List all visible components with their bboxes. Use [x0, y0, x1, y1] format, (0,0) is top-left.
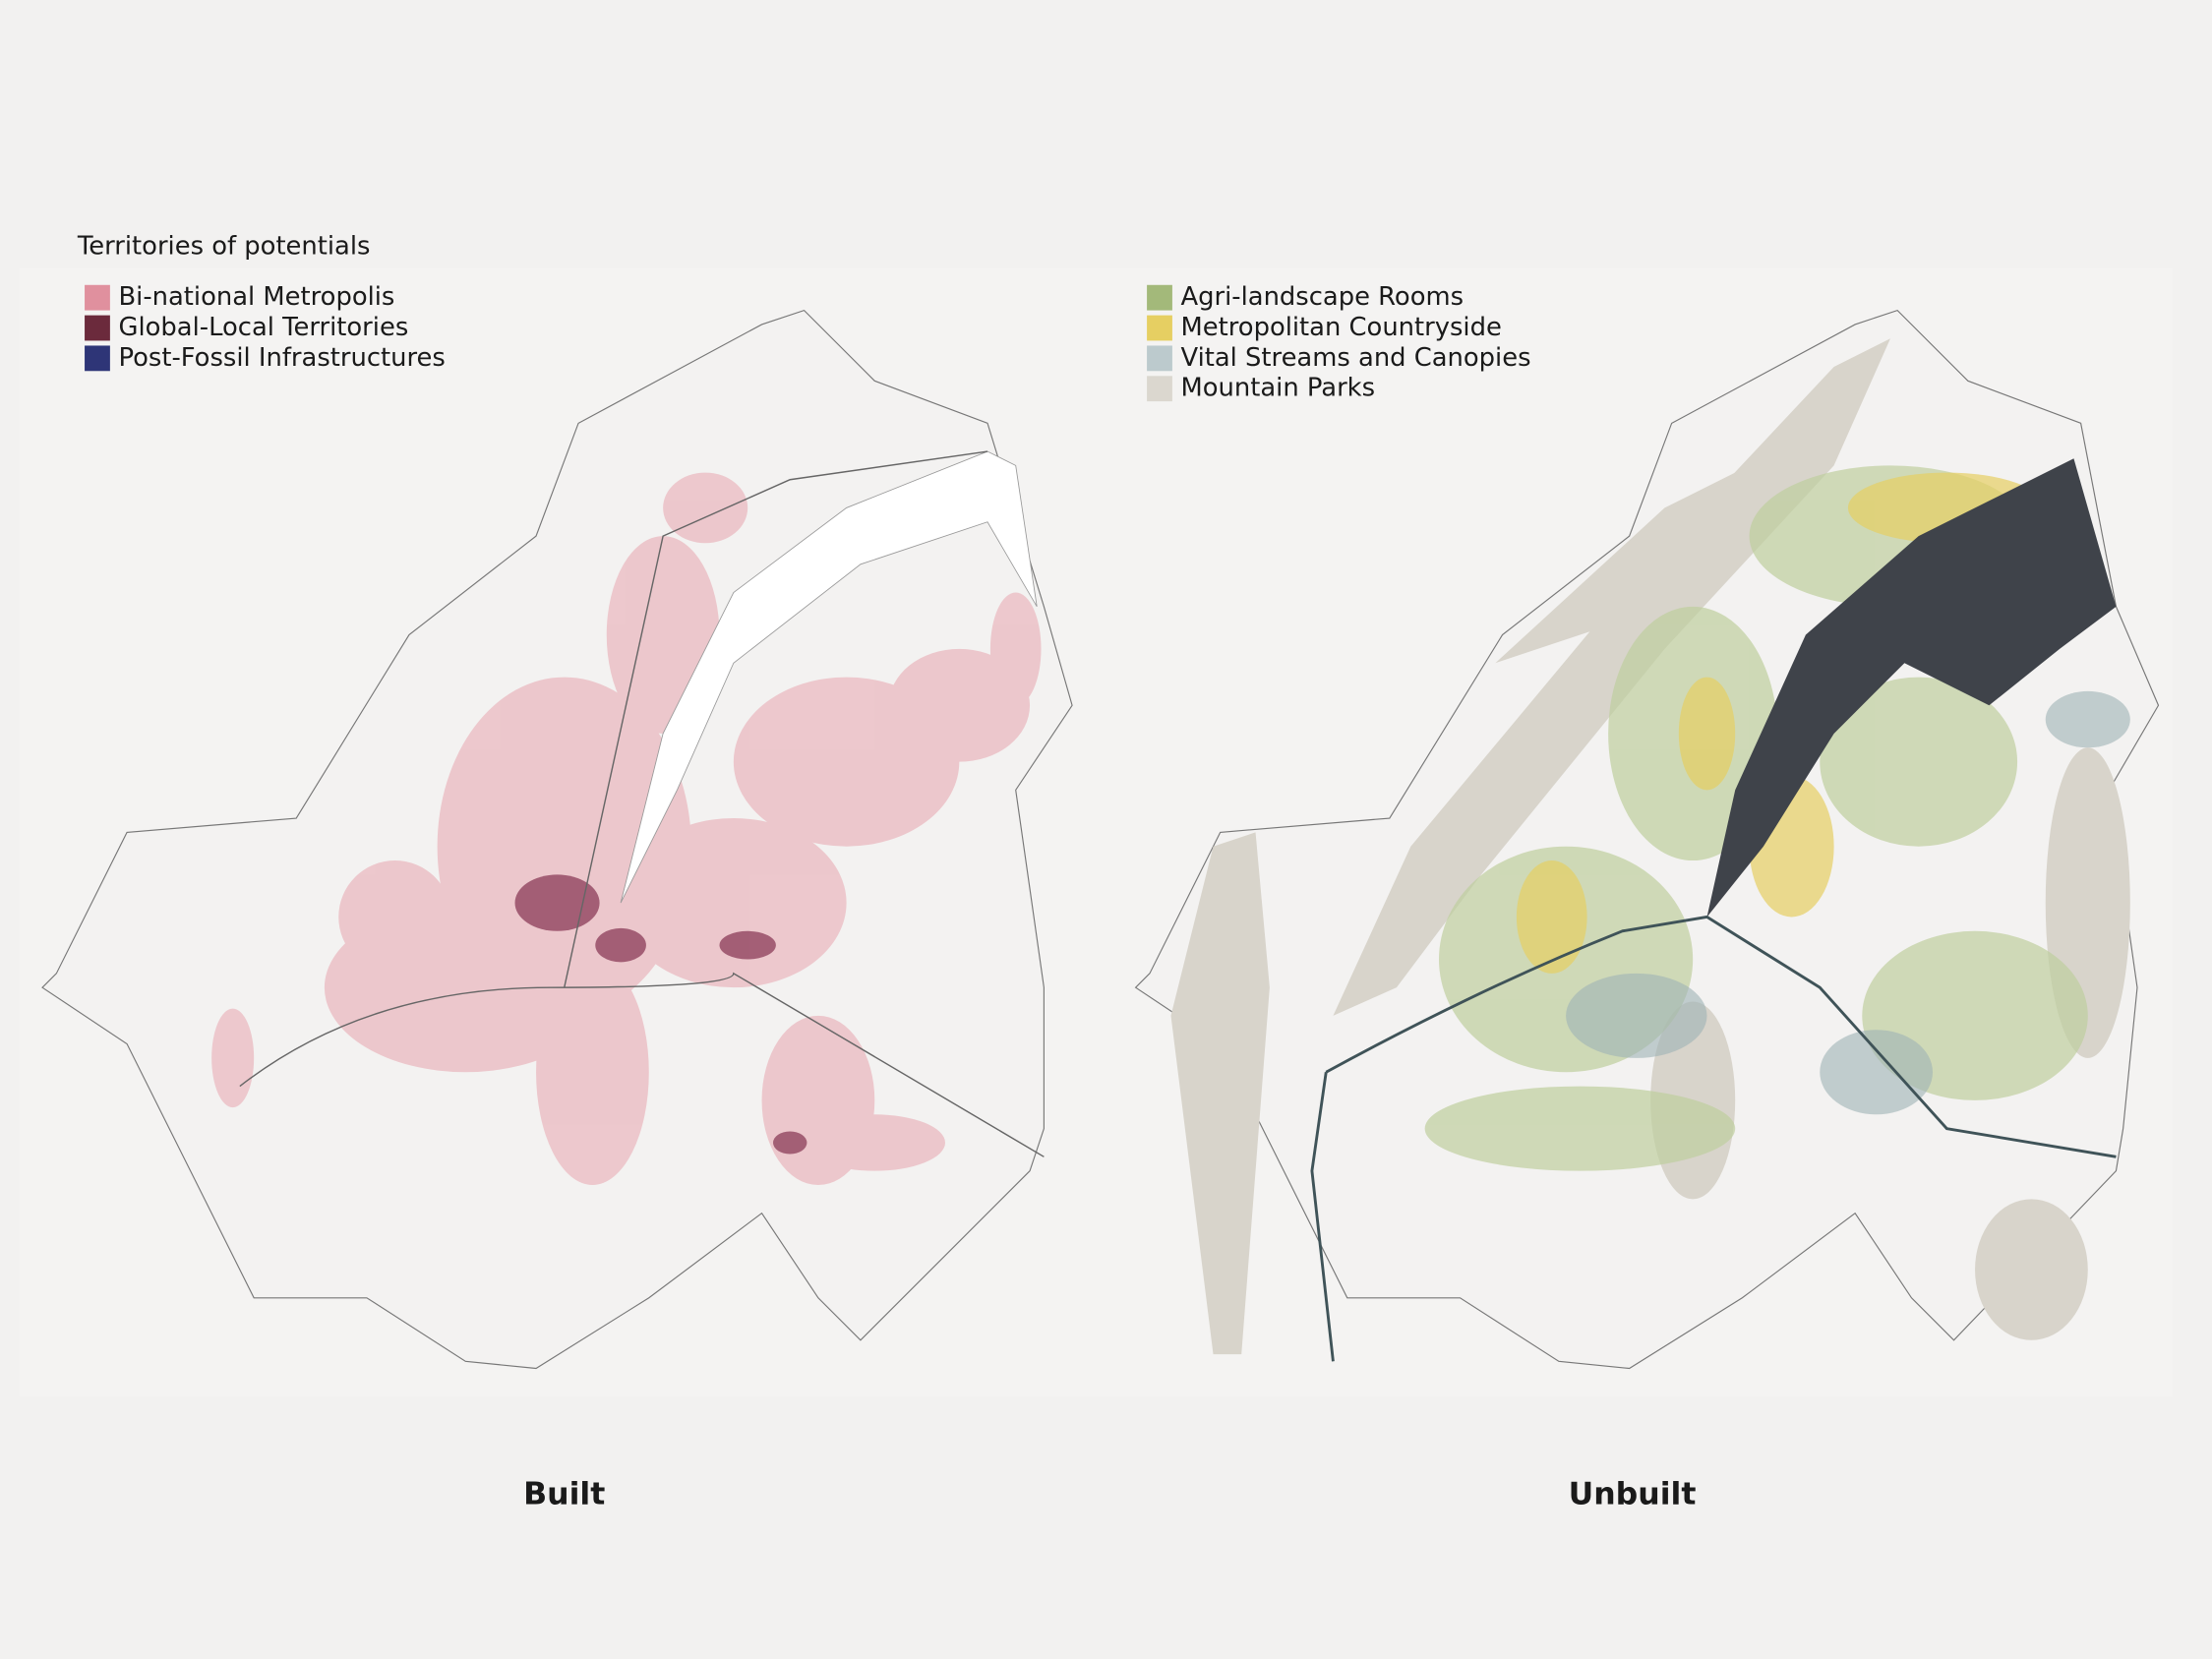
mountain-parks	[1170, 338, 2130, 1355]
built-map	[41, 309, 1073, 1370]
legend-swatch	[1147, 284, 1172, 311]
lake	[1706, 458, 2117, 918]
legend-label: Global-Local Territories	[118, 313, 408, 342]
map-caption: Built	[523, 1477, 605, 1512]
legend-label: Post-Fossil Infrastructures	[118, 343, 445, 373]
legend-title: Territories of potentials	[77, 232, 371, 262]
legend-swatch	[85, 284, 110, 311]
legend-swatch	[85, 315, 110, 341]
legend-label: Mountain Parks	[1181, 374, 1376, 403]
streams-canopies	[1566, 690, 2130, 1115]
legend-label: Agri-landscape Rooms	[1181, 282, 1465, 312]
agri-landscape	[1424, 465, 2088, 1171]
legend-label: Metropolitan Countryside	[1181, 313, 1502, 342]
legend-swatch	[1147, 376, 1172, 402]
legend-swatch	[85, 345, 110, 372]
lake	[620, 450, 1038, 904]
river	[1310, 1072, 1335, 1362]
road	[564, 450, 988, 988]
unbuilt-map	[1134, 309, 2160, 1370]
global-local-areas	[514, 874, 807, 1155]
legend-label: Vital Streams and Canopies	[1181, 343, 1531, 373]
legend-swatch	[1147, 315, 1172, 341]
map-caption: Unbuilt	[1569, 1477, 1697, 1512]
river	[1325, 915, 2117, 1158]
road	[239, 972, 1045, 1157]
legend-swatch	[1147, 345, 1172, 372]
legend-label: Bi-national Metropolis	[118, 282, 394, 312]
